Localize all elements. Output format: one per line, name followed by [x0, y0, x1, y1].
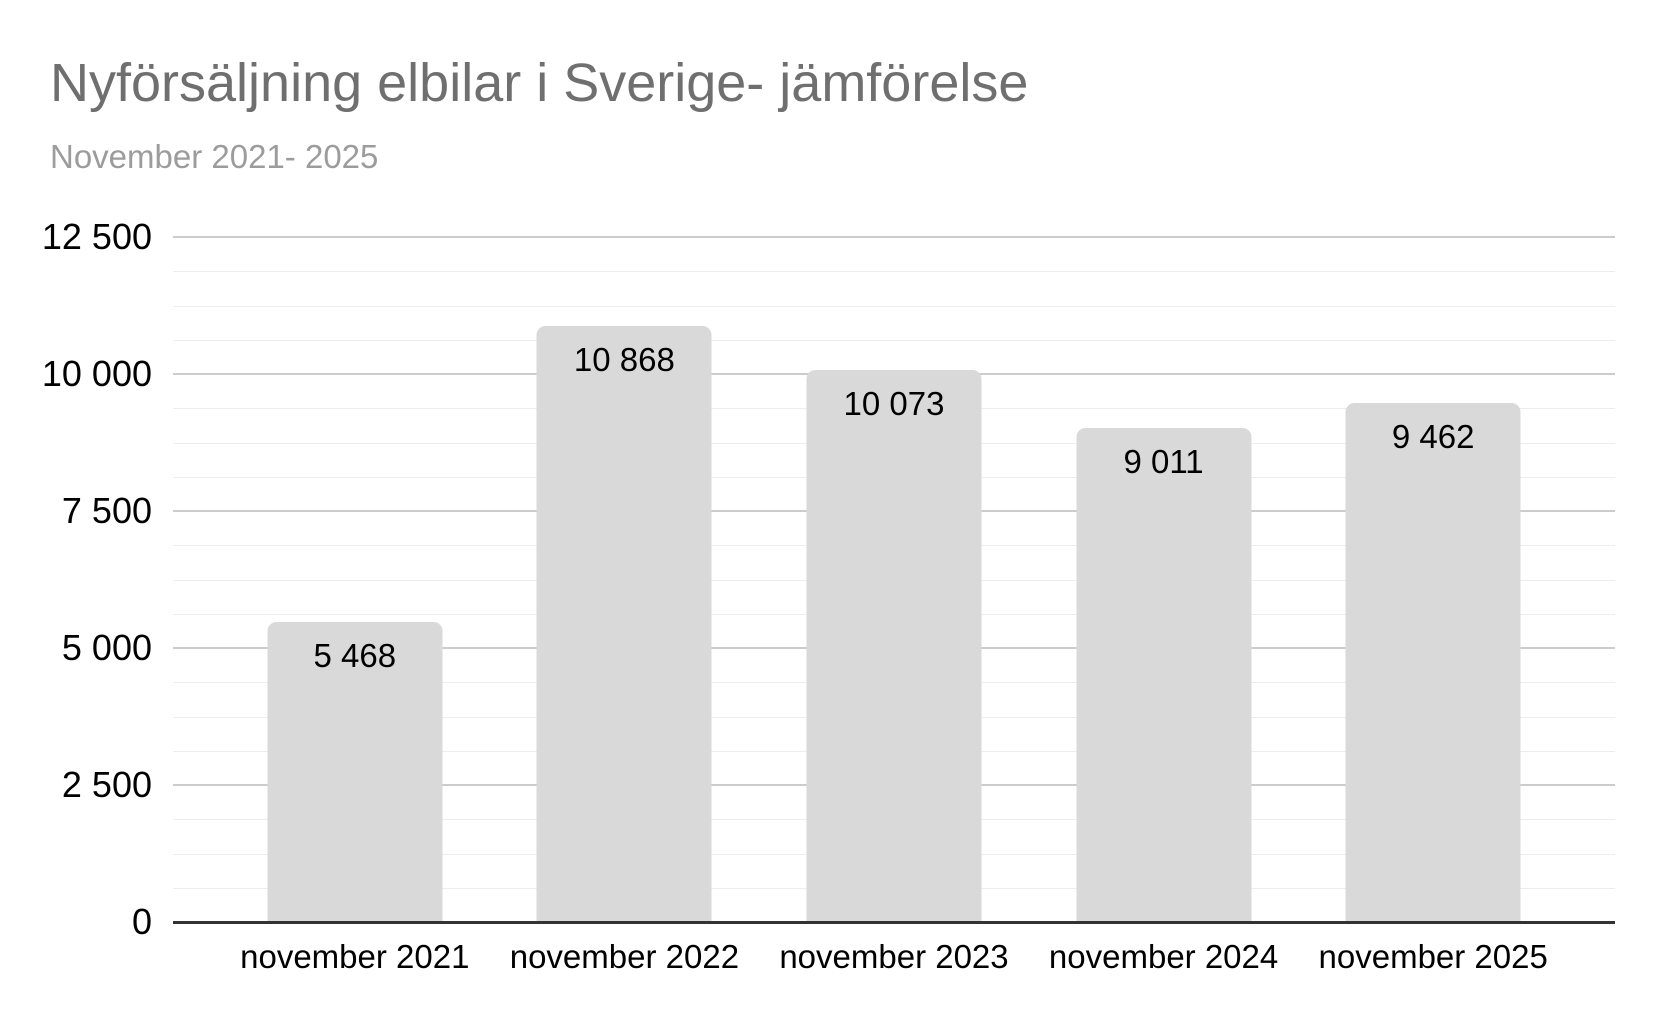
chart-title: Nyförsäljning elbilar i Sverige- jämföre…	[50, 53, 1029, 113]
bar-slot: 9 462	[1298, 237, 1568, 922]
x-axis-line	[173, 921, 1615, 924]
y-tick-label: 2 500	[61, 764, 152, 805]
bar-slot: 5 468	[220, 237, 490, 922]
x-tick-label: november 2023	[779, 938, 1009, 975]
bar-value-label: 9 011	[1123, 443, 1204, 481]
x-tick-label: november 2025	[1318, 938, 1548, 975]
minor-gridline	[173, 271, 1615, 273]
y-tick-label: 10 000	[41, 353, 152, 394]
y-axis-tick-labels: 0 2 500 5 000 7 500 10 000 12 500	[0, 0, 152, 1030]
plot-area: 5 468 10 868 10 073 9 011 9 462	[173, 236, 1615, 924]
bar-november-2021: 5 468	[267, 622, 443, 922]
minor-gridline	[173, 339, 1615, 341]
x-tick-label: november 2022	[509, 938, 740, 975]
bar-value-label: 10 073	[843, 385, 945, 422]
x-tick-label: november 2024	[1048, 938, 1279, 975]
bar-slot: 10 868	[490, 237, 760, 922]
bar-november-2023: 10 073	[806, 370, 982, 922]
bar-value-label: 9 462	[1391, 418, 1475, 456]
bar-slot: 9 011	[1029, 237, 1299, 922]
x-tick-label: november 2021	[240, 938, 470, 975]
y-tick-label: 12 500	[41, 216, 152, 257]
y-tick-label: 5 000	[61, 627, 152, 668]
major-gridline	[173, 236, 1615, 238]
chart-subtitle: November 2021- 2025	[50, 138, 379, 175]
bar-series: 5 468 10 868 10 073 9 011 9 462	[220, 237, 1568, 922]
minor-gridline	[173, 305, 1615, 307]
bar-value-label: 5 468	[313, 637, 397, 675]
bar-value-label: 10 868	[573, 341, 675, 379]
bar-november-2022: 10 868	[536, 326, 712, 922]
bar-slot: 10 073	[759, 237, 1029, 922]
bar-november-2025: 9 462	[1345, 403, 1521, 922]
y-tick-label: 7 500	[61, 490, 152, 531]
y-tick-label: 0	[131, 901, 152, 942]
bar-november-2024: 9 011	[1076, 428, 1252, 922]
